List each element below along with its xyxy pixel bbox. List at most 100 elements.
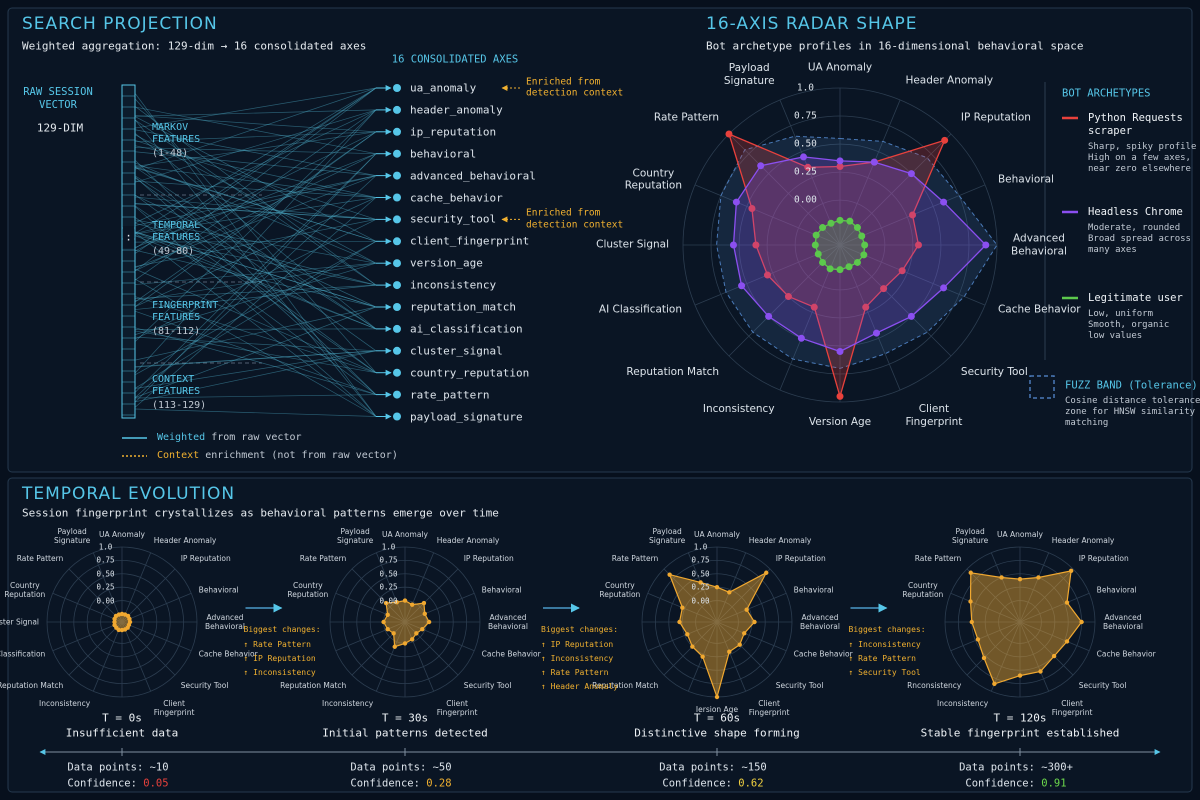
- radar-axis-label: Inconsistency: [937, 698, 989, 708]
- stage-time: T = 0s: [102, 711, 142, 725]
- radar-axis-label: Country Reputation: [287, 581, 329, 600]
- change-item: ↑ IP Reputation: [541, 640, 614, 650]
- radar-point: [112, 622, 117, 628]
- projection-line: [134, 268, 377, 374]
- radar-axis-label: Advanced Behavioral: [488, 613, 528, 631]
- confidence: Confidence: 0.62: [662, 778, 763, 791]
- radar-spoke: [351, 621, 406, 676]
- radar-point: [814, 250, 822, 258]
- radar-spoke: [966, 621, 1021, 676]
- radar-point: [804, 163, 812, 171]
- change-item: ↑ Header Anomaly: [541, 682, 619, 692]
- radar-spoke: [716, 621, 747, 692]
- radar-spoke: [351, 568, 406, 623]
- data-points: Data points: ~50: [350, 762, 451, 775]
- radar-point: [860, 251, 868, 259]
- radar-axis-label: IP Reputation: [180, 554, 231, 564]
- axis-name: payload_signature: [410, 409, 523, 423]
- radar-spoke: [52, 592, 123, 623]
- legend-key: Context: [157, 450, 200, 461]
- radar-spoke: [966, 568, 1021, 623]
- axis-name: inconsistency: [410, 278, 497, 292]
- radar-point: [811, 241, 819, 249]
- radar-axis-label: Inconsistency: [702, 402, 775, 415]
- radar-point: [999, 575, 1004, 580]
- gap-bg: [123, 226, 134, 248]
- projection-line: [134, 231, 377, 308]
- projection-line: [134, 206, 377, 417]
- axis-name: reputation_match: [410, 300, 516, 314]
- bottom-panel: [7, 477, 1193, 793]
- radar-axis-label: Security Tool: [463, 680, 512, 690]
- projection-line: [134, 131, 377, 252]
- radar-tick-label: 1.0: [381, 542, 396, 552]
- radar-axis-label: Behavioral: [793, 585, 834, 595]
- radar-point: [112, 619, 117, 625]
- radar-point: [381, 619, 386, 625]
- radar-axis-label: Country Reputation: [4, 581, 46, 600]
- data-points-value: ~150: [741, 761, 767, 774]
- radar-spoke: [950, 592, 1021, 623]
- radar-point: [982, 241, 990, 249]
- radar-axis-label: Inconsistency: [322, 698, 374, 708]
- radar-spoke: [335, 592, 406, 623]
- radar-point: [763, 271, 771, 279]
- projection-line: [134, 166, 377, 242]
- radar-point: [385, 612, 390, 618]
- radar-spoke: [663, 568, 718, 623]
- projection-line: [134, 131, 377, 143]
- radar-point: [738, 282, 746, 290]
- radar-axis-label: Cache Behavior: [481, 649, 541, 659]
- radar-point: [748, 205, 756, 213]
- projection-line: [134, 153, 377, 248]
- projection-line: [134, 394, 377, 399]
- confidence: Confidence: 0.91: [965, 778, 1066, 791]
- radar-point: [915, 241, 922, 249]
- radar-point: [426, 619, 432, 625]
- data-points: Data points: ~10: [67, 762, 168, 775]
- radar-point: [744, 607, 749, 612]
- projection-line: [134, 350, 377, 368]
- projection-line: [134, 131, 377, 307]
- projection-line: [134, 262, 377, 285]
- raw-vector-dim: 129-DIM: [36, 121, 84, 135]
- radar-tick-label: 0.00: [794, 194, 817, 206]
- stage-caption: Initial patterns detected: [322, 726, 488, 740]
- radar-point: [861, 241, 869, 249]
- radar-point: [1051, 653, 1057, 659]
- section-title: 16-AXIS RADAR SHAPE: [706, 13, 918, 34]
- axis-dot: [393, 193, 401, 202]
- radar-axis-label: Inconsistency: [39, 698, 91, 708]
- projection-line: [134, 194, 377, 308]
- radar-tick-label: 0.00: [379, 596, 398, 606]
- radar-spoke: [121, 621, 192, 652]
- changes-title: Biggest changes:: [243, 625, 321, 635]
- radar-point: [975, 637, 981, 642]
- projection-line: [134, 232, 377, 417]
- radar-tick-label: 0.25: [379, 582, 398, 592]
- radar-point: [1064, 600, 1070, 605]
- axis-dot: [393, 84, 401, 92]
- projection-line: [134, 116, 377, 242]
- radar-axis-label: Rnconsistency: [907, 680, 962, 690]
- projection-line: [134, 119, 377, 286]
- radar-axis-label: IP Reputation: [960, 111, 1031, 124]
- radar-point: [940, 284, 948, 292]
- data-points-value: ~50: [432, 761, 452, 774]
- axes-title: 16 CONSOLIDATED AXES: [391, 53, 519, 66]
- radar-point: [827, 219, 835, 227]
- projection-line: [134, 109, 377, 281]
- projection-line: [134, 249, 377, 308]
- projection-line: [134, 177, 377, 352]
- radar-tick-label: 1.0: [98, 542, 113, 552]
- radar-axis-label: Behavioral: [997, 173, 1054, 186]
- radar-point: [700, 654, 705, 659]
- stage-caption: Insufficient data: [65, 726, 179, 740]
- radar-axis-label: Reputation Match: [280, 680, 347, 690]
- group-name: FINGERPRINT FEATURES: [152, 300, 219, 323]
- axis-name: rate_pattern: [410, 388, 490, 401]
- radar-axis-label: Advanced Behavioral: [1103, 613, 1143, 631]
- radar-axis-label: Rate Pattern: [16, 554, 64, 564]
